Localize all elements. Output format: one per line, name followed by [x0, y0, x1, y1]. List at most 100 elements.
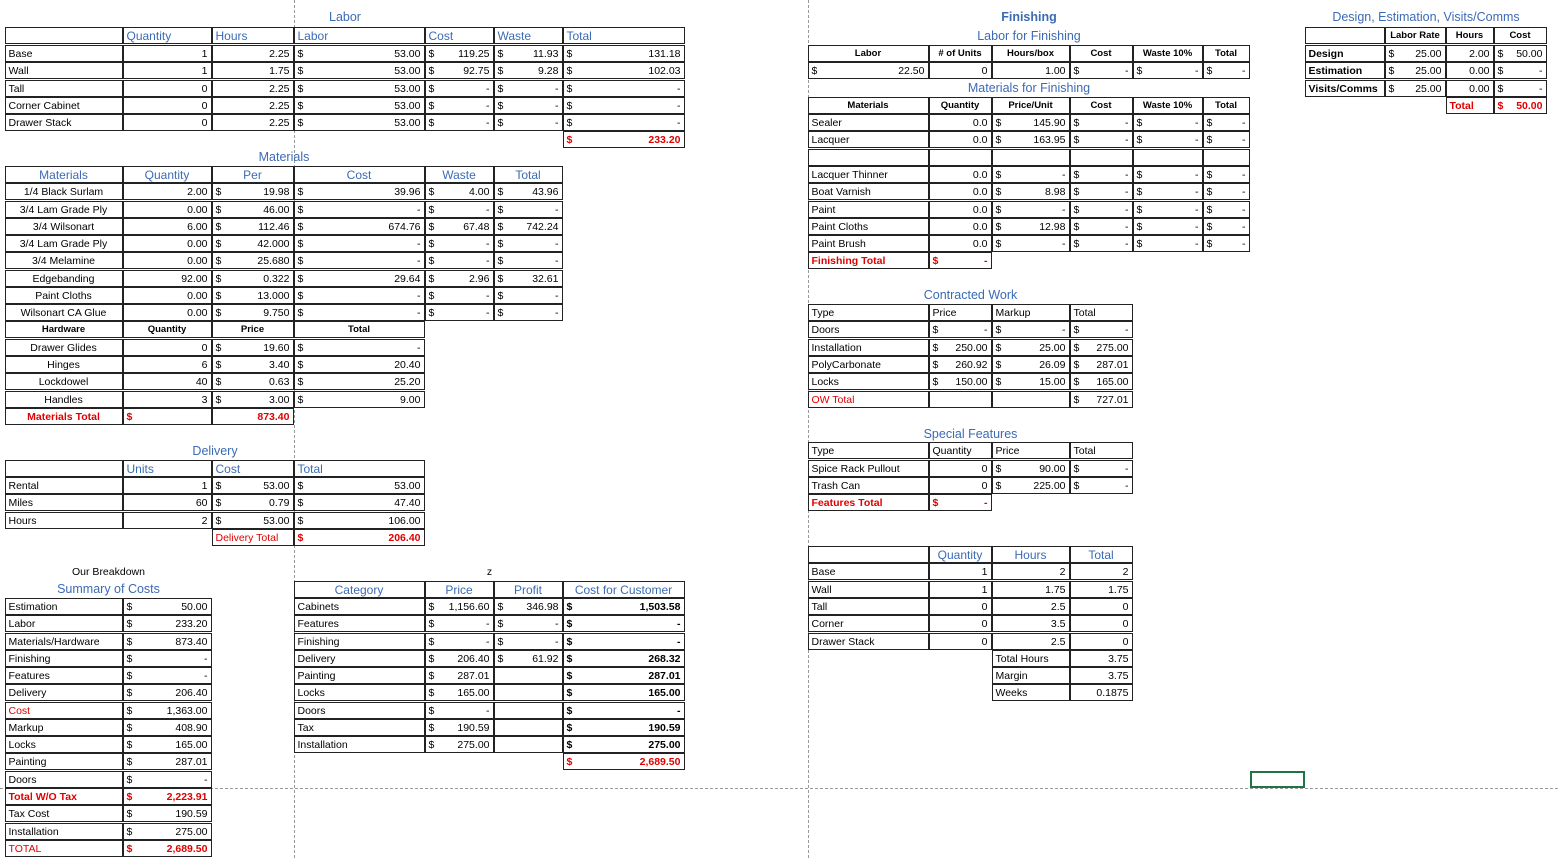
cell — [4, 459, 123, 477]
cell-text: $ - — [493, 632, 563, 650]
cell-text: Delivery — [192, 443, 238, 458]
cell-text: Paint Brush — [807, 235, 929, 253]
cell-text: Delivery — [293, 649, 425, 667]
cell-text: $ 53.00 — [211, 477, 294, 494]
cell-text: $ - — [991, 235, 1070, 253]
cell-text: $ 25.680 — [211, 252, 294, 270]
cell-text: Paint Cloths — [4, 286, 123, 304]
cell-text: $ 19.98 — [211, 183, 294, 201]
cell-text: $ - — [1069, 200, 1133, 218]
cell-text: Materials/Hardware — [4, 632, 123, 650]
cell-text: $ - — [1132, 200, 1203, 218]
cell-text: Hours — [991, 546, 1070, 564]
cell-text: Corner Cabinet — [4, 96, 123, 114]
cell-text: $ 50.00 — [1493, 45, 1547, 62]
cell-text: Installation — [4, 822, 123, 840]
cell-text: Cost — [293, 165, 425, 183]
cell-text: 873.40 — [211, 407, 294, 425]
cell-text: Spice Rack Pullout — [807, 459, 929, 477]
cell-text: # of Units — [928, 45, 992, 62]
cell-text: 0.00 — [122, 304, 212, 322]
cell — [493, 736, 563, 754]
cell-text: Drawer Stack — [4, 114, 123, 132]
cell-text: $ - — [562, 615, 685, 633]
cell-text: $ 0.63 — [211, 373, 294, 391]
cell-text: Corner — [807, 615, 929, 633]
cell-text: Total — [1069, 442, 1133, 460]
cell-text: Labor — [329, 9, 361, 24]
cell-text: OW Total — [807, 390, 929, 408]
cell-text: Estimation — [1304, 62, 1385, 80]
cell-text: Finishing — [4, 649, 123, 667]
cell-text: $ 131.18 — [562, 45, 685, 62]
cell-text: Lacquer Thinner — [807, 165, 929, 183]
cell-text: Price/Unit — [991, 96, 1070, 114]
cell-text: $ - — [1202, 131, 1250, 149]
cell-text: $ - — [1069, 235, 1133, 253]
cell-text: Installation — [293, 736, 425, 754]
cell — [807, 148, 929, 166]
cell-text: $ 2,689.50 — [122, 839, 212, 857]
cell-text: 0.00 — [122, 200, 212, 218]
cell-text: $ - — [424, 96, 494, 114]
cell-text: Cost — [211, 459, 294, 477]
cell-text: Category — [293, 580, 425, 598]
cell-text: 2.25 — [211, 96, 294, 114]
cell-text: Paint Cloths — [807, 217, 929, 235]
cell-text: $ 53.00 — [293, 62, 425, 80]
cell-text: 2.00 — [1445, 45, 1494, 62]
cell-text: Labor — [807, 45, 929, 62]
cell-text: $ - — [1132, 183, 1203, 201]
cell-text: Quantity — [122, 321, 212, 339]
cell-text: Total — [1445, 96, 1494, 114]
page-break — [0, 788, 1558, 789]
cell-text: Our Breakdown — [72, 565, 145, 578]
cell-text: 3.5 — [991, 615, 1070, 633]
cell-text: $ 11.93 — [493, 45, 563, 62]
cell-text: PolyCarbonate — [807, 356, 929, 374]
cell-text: Materials — [4, 165, 123, 183]
cell-text: Tax — [293, 718, 425, 736]
cell-text: 0.0 — [928, 200, 992, 218]
cell-text: $ - — [493, 252, 563, 270]
cell-text: $ - — [991, 321, 1070, 339]
cell-text: Trash Can — [807, 477, 929, 494]
cell-text: 2 — [1069, 563, 1133, 581]
cell-text: 3/4 Lam Grade Ply — [4, 200, 123, 218]
cell-text: Price — [991, 442, 1070, 460]
cell-text: $ - — [493, 200, 563, 218]
cell — [1304, 27, 1385, 44]
cell-text: 1.75 — [211, 62, 294, 80]
cell-text: Markup — [991, 304, 1070, 322]
selected-cell[interactable] — [1250, 771, 1305, 788]
cell-text: $ - — [293, 286, 425, 304]
cell-text: Hours — [4, 511, 123, 529]
cell-text: $ - — [493, 96, 563, 114]
cell-text: Waste 10% — [1132, 45, 1203, 62]
cell-text: Rental — [4, 477, 123, 494]
cell-text: $ 53.00 — [293, 114, 425, 132]
cell-text: $ 1,503.58 — [562, 597, 685, 615]
cell-text: $ 275.00 — [562, 736, 685, 754]
cell-text: $ 92.75 — [424, 62, 494, 80]
cell-text: $ - — [1069, 62, 1133, 80]
cell-text: $ - — [1132, 165, 1203, 183]
cell-text: Per — [211, 165, 294, 183]
cell-text: $ - — [1069, 477, 1133, 494]
cell-text: Hours — [1445, 27, 1494, 44]
cell-text: Finishing Total — [807, 252, 929, 270]
cell-text: 6 — [122, 356, 212, 374]
cell-text: $ - — [1493, 62, 1547, 80]
cell-text: Cost — [424, 27, 494, 44]
cell-text: $ 53.00 — [211, 511, 294, 529]
cell-text: Base — [807, 563, 929, 581]
cell-text: Design — [1304, 45, 1385, 62]
cell-text: $ 233.20 — [122, 615, 212, 633]
cell-text: Cost — [1069, 96, 1133, 114]
cell-text: $ 150.00 — [928, 373, 992, 391]
cell — [4, 27, 123, 44]
cell-text: 0.0 — [928, 235, 992, 253]
cell-text: 0 — [928, 459, 992, 477]
cell-text: $ 50.00 — [122, 597, 212, 615]
cell-text: $ 22.50 — [807, 62, 929, 80]
